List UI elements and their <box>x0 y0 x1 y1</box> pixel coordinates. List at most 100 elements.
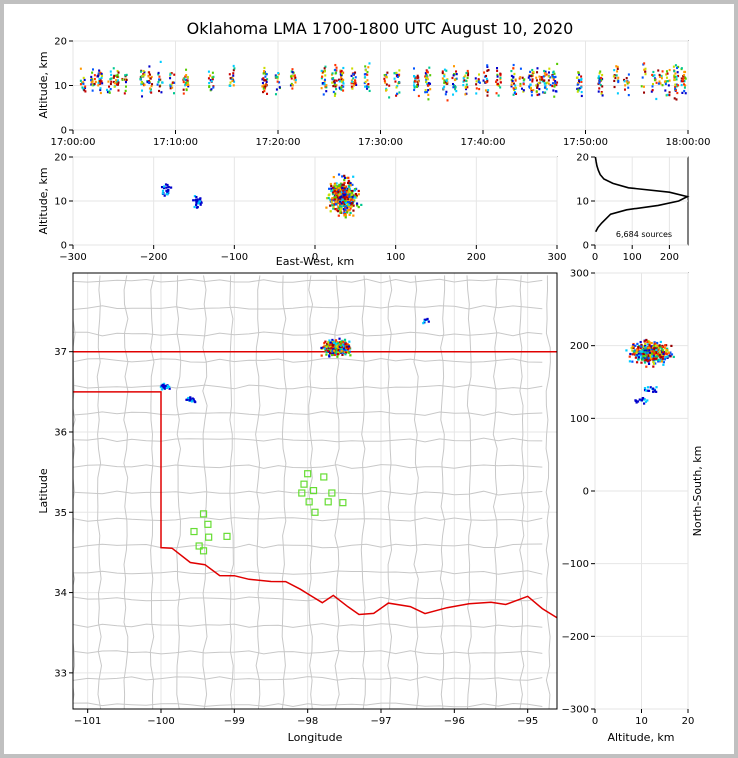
altitude-time-source <box>617 80 620 84</box>
altitude-time-source <box>497 94 500 97</box>
east-west-source <box>338 196 342 199</box>
east-west-source <box>343 202 346 205</box>
north-south-source <box>646 399 649 402</box>
north-south-source <box>634 399 637 402</box>
altitude-time-source <box>617 79 620 82</box>
east-west-source <box>329 204 332 207</box>
altitude-time-source <box>395 86 398 89</box>
altitude-time-source <box>452 74 455 77</box>
altitude-time-source <box>445 80 448 83</box>
map-source <box>328 344 331 348</box>
north-south-source <box>647 346 650 349</box>
east-west-source <box>346 206 349 209</box>
altitude-time-source <box>368 62 371 65</box>
map-ytick-label: 36 <box>54 427 67 438</box>
altitude-time-source <box>665 76 668 79</box>
altitude-time-source <box>475 80 478 83</box>
map-source <box>337 342 340 345</box>
east-west-source <box>339 188 343 191</box>
altitude-time-source <box>455 73 458 76</box>
altitude-time-source <box>291 74 294 78</box>
altitude-time-source <box>417 80 420 83</box>
county-line <box>73 384 543 390</box>
altitude-time-source <box>452 86 455 89</box>
altitude-time-source <box>334 72 337 75</box>
altitude-time-source <box>443 68 446 71</box>
altitude-time-source <box>576 76 579 79</box>
map-source <box>327 350 331 353</box>
altitude-time-source <box>413 75 416 78</box>
map-source <box>339 348 342 351</box>
altitude-time-source <box>338 86 341 89</box>
altitude-time-source <box>513 72 516 76</box>
altitude-time-source <box>187 85 190 88</box>
altitude-time-source <box>148 87 151 90</box>
north-south-source <box>640 399 644 402</box>
altitude-time-source <box>170 72 173 75</box>
east-west-source <box>338 183 341 187</box>
altitude-time-source <box>465 92 468 95</box>
north-south-source <box>637 358 640 361</box>
altitude-time-source <box>398 91 401 94</box>
east-west-source <box>357 205 360 209</box>
altitude-time-source <box>364 80 367 84</box>
altitude-time-source <box>289 84 292 87</box>
altitude-time-source <box>485 77 488 81</box>
north-south-xtick-label: 20 <box>682 716 695 727</box>
altitude-time-source <box>325 90 328 93</box>
altitude-time-source <box>147 75 150 78</box>
altitude-time-source <box>553 76 556 79</box>
north-south-source <box>646 353 650 356</box>
altitude-time-source <box>677 74 680 78</box>
east-west-source <box>356 204 359 207</box>
altitude-time-source <box>528 86 531 89</box>
north-south-source <box>656 345 659 348</box>
altitude-time-source <box>182 88 185 91</box>
altitude-time-source <box>184 78 187 82</box>
altitude-time-source <box>486 65 489 68</box>
map-source <box>326 349 329 352</box>
altitude-time-source <box>536 93 539 97</box>
east-west-source <box>338 202 341 206</box>
north-south-xtick-label: 0 <box>592 716 598 727</box>
altitude-time-source <box>441 70 444 73</box>
north-south-source <box>661 345 664 349</box>
altitude-time-source <box>552 70 555 73</box>
altitude-time-source <box>462 80 465 83</box>
altitude-time-source <box>212 75 215 78</box>
east-west-source <box>339 204 342 208</box>
north-south-source <box>658 351 662 354</box>
north-south-source <box>650 345 653 348</box>
map-xlabel: Longitude <box>288 731 343 744</box>
altitude-time-source <box>546 81 549 84</box>
altitude-time-source <box>366 79 369 82</box>
north-south-source <box>652 354 655 357</box>
altitude-time-source <box>527 76 530 79</box>
east-west-source <box>348 195 351 198</box>
altitude-time-source <box>334 85 337 88</box>
north-south-source <box>649 354 652 357</box>
map-source <box>189 396 192 399</box>
map-source <box>322 346 325 349</box>
altitude-time-source <box>544 74 547 77</box>
altitude-time-source <box>519 67 522 70</box>
east-west-source <box>338 200 341 203</box>
altitude-time-source <box>338 78 341 81</box>
altitude-time-source <box>141 95 144 98</box>
altitude-time-source <box>529 83 532 86</box>
map-source <box>328 339 331 342</box>
altitude-time-source <box>264 87 267 90</box>
altitude-time-source <box>514 86 517 89</box>
north-south-source <box>640 356 643 360</box>
altitude-time-source <box>173 81 176 84</box>
east-west-source <box>333 196 336 199</box>
altitude-time-source <box>398 81 401 84</box>
east-west-source <box>342 208 345 211</box>
north-south-source <box>663 352 666 355</box>
altitude-time-source <box>535 79 538 82</box>
altitude-time-source <box>510 74 513 78</box>
east-west-source <box>327 197 330 200</box>
altitude-time-source <box>335 87 338 91</box>
altitude-time-source <box>613 69 616 72</box>
altitude-time-source <box>627 93 630 97</box>
